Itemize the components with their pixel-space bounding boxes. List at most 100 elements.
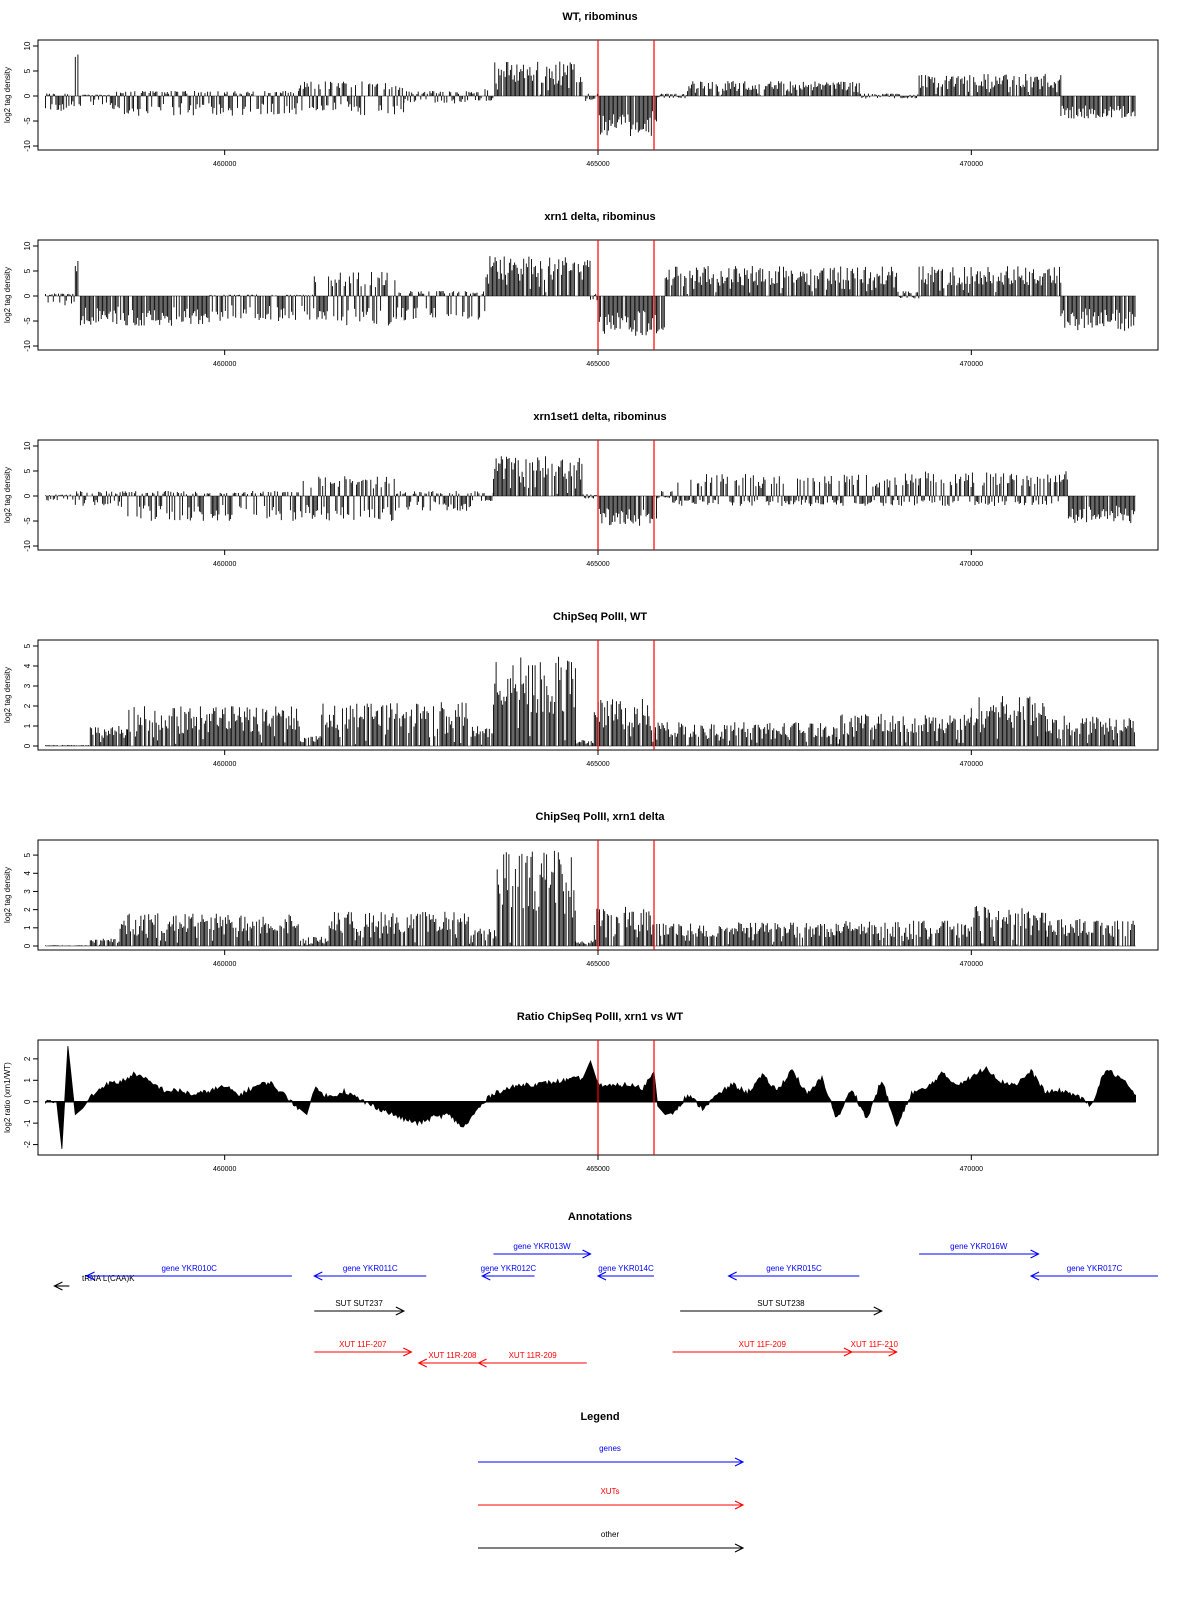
y-tick-label: 5 xyxy=(23,468,32,473)
bar-series xyxy=(45,850,1135,946)
arrow-head-icon xyxy=(727,1271,737,1281)
ratio-area xyxy=(45,1045,1136,1149)
x-tick-label: 460000 xyxy=(213,561,236,568)
y-tick-label: 2 xyxy=(23,703,32,708)
feature-label: tRNA L(CAA)K xyxy=(82,1274,135,1283)
y-tick-label: 3 xyxy=(23,683,32,688)
annotation-feature: gene YKR017C xyxy=(1029,1264,1158,1281)
y-tick-label: 0 xyxy=(23,743,32,748)
y-tick-label: 0 xyxy=(23,943,32,948)
y-tick-label: 1 xyxy=(23,925,32,930)
y-tick-label: -10 xyxy=(23,540,32,552)
arrow-head-icon xyxy=(873,1306,883,1316)
chart-title: Ratio ChipSeq PolII, xrn1 vs WT xyxy=(517,1011,684,1023)
y-tick-label: 2 xyxy=(23,907,32,912)
x-axis: 460000 465000 470000 xyxy=(213,750,983,768)
y-axis-label: log2 tag density xyxy=(3,267,12,323)
y-tick-label: 5 xyxy=(23,68,32,73)
y-tick-label: -10 xyxy=(23,340,32,352)
y-tick-label: -10 xyxy=(23,140,32,152)
x-tick-label: 470000 xyxy=(960,961,983,968)
x-tick-label: 470000 xyxy=(960,561,983,568)
legend-item-genes: genes xyxy=(478,1444,745,1467)
y-axis: 0 1 2 3 4 5 xyxy=(23,852,38,948)
feature-label: XUT 11F-210 xyxy=(851,1340,899,1349)
arrow-head-icon xyxy=(403,1347,413,1357)
feature-label: XUT 11F-209 xyxy=(739,1340,787,1349)
y-tick-label: 5 xyxy=(23,643,32,648)
y-tick-label: 5 xyxy=(23,268,32,273)
feature-label: gene YKR015C xyxy=(766,1264,822,1273)
data-bars xyxy=(45,256,1136,336)
y-tick-label: 1 xyxy=(23,1078,32,1083)
arrow-head-icon xyxy=(582,1249,592,1259)
chart-panel-1: WT, ribominus -10 -5 0 5 10 log2 tag density 46… xyxy=(3,11,1159,168)
y-tick-label: 0 xyxy=(23,493,32,498)
y-tick-label: 0 xyxy=(23,1099,32,1104)
x-tick-label: 465000 xyxy=(586,1166,609,1173)
x-axis: 460000 465000 470000 xyxy=(213,550,983,568)
annotation-feature: gene YKR010C xyxy=(85,1264,292,1281)
y-axis-label: log2 tag density xyxy=(3,467,12,523)
arrow-head-icon xyxy=(481,1271,491,1281)
y-tick-label: -2 xyxy=(23,1140,32,1148)
y-axis: -10 -5 0 5 10 xyxy=(23,241,38,352)
x-tick-label: 465000 xyxy=(586,361,609,368)
feature-label: gene YKR014C xyxy=(598,1264,654,1273)
arrow-head-icon xyxy=(417,1358,428,1368)
arrow-head-icon xyxy=(596,1271,607,1281)
y-axis-label: log2 tag density xyxy=(3,67,12,123)
plot-area xyxy=(45,456,1136,526)
y-tick-label: 4 xyxy=(23,870,32,875)
annotation-feature: gene YKR011C xyxy=(313,1264,427,1281)
legend-title: Legend xyxy=(580,1411,619,1423)
y-axis-label: log2 ratio (xrn1/WT) xyxy=(3,1062,12,1133)
feature-label: gene YKR013W xyxy=(513,1242,571,1251)
y-tick-label: 1 xyxy=(23,723,32,728)
annotation-feature: XUT 11R-209 xyxy=(477,1351,587,1368)
plot-area xyxy=(45,1045,1136,1149)
y-tick-label: -5 xyxy=(23,117,32,125)
data-bars xyxy=(45,656,1135,746)
plot-area xyxy=(45,850,1136,947)
annotation-feature: gene YKR015C xyxy=(727,1264,860,1281)
data-bars xyxy=(45,850,1135,946)
y-axis-label: log2 tag density xyxy=(3,667,12,723)
y-axis-label: log2 tag density xyxy=(3,867,12,923)
plot-area xyxy=(45,54,1136,136)
x-axis: 460000 465000 470000 xyxy=(213,950,983,968)
annotation-feature: XUT 11F-210 xyxy=(851,1340,899,1357)
data-bars xyxy=(45,54,1136,136)
chart-title: xrn1 delta, ribominus xyxy=(544,211,655,223)
y-axis: 0 1 2 3 4 5 xyxy=(23,643,38,748)
bar-series xyxy=(45,256,1136,336)
annotation-feature: SUT SUT237 xyxy=(314,1299,406,1316)
legend-panel: Legend genes XUTs other xyxy=(478,1411,745,1553)
y-axis: -10 -5 0 5 10 xyxy=(23,441,38,552)
chart-panel-2: xrn1 delta, ribominus -10 -5 0 5 10 log2 tag d… xyxy=(3,211,1159,368)
feature-label: gene YKR012C xyxy=(481,1264,537,1273)
annotation-feature: XUT 11F-209 xyxy=(672,1340,854,1357)
feature-label: gene YKR011C xyxy=(343,1264,398,1273)
arrow-head-icon xyxy=(734,1543,745,1553)
arrow-head-icon xyxy=(477,1358,487,1368)
y-tick-label: 10 xyxy=(23,241,32,250)
x-tick-label: 460000 xyxy=(213,361,236,368)
y-axis: -10 -5 0 5 10 xyxy=(23,41,38,152)
y-axis: -2 -1 0 1 2 xyxy=(23,1056,38,1148)
arrow-head-icon xyxy=(888,1347,898,1357)
arrow-head-icon xyxy=(85,1271,95,1281)
legend-label: XUTs xyxy=(600,1487,619,1496)
x-tick-label: 470000 xyxy=(960,361,983,368)
feature-label: XUT 11F-207 xyxy=(339,1340,387,1349)
feature-label: SUT SUT237 xyxy=(335,1299,383,1308)
x-tick-label: 460000 xyxy=(213,1166,236,1173)
arrow-head-icon xyxy=(53,1281,63,1291)
chart-panel-6: Ratio ChipSeq PolII, xrn1 vs WT -2 -1 0 1 2 lo… xyxy=(3,1011,1159,1173)
annotations-panel: Annotations tRNA L(CAA)K gene YKR010C gene … xyxy=(53,1211,1158,1368)
feature-label: XUT 11R-208 xyxy=(428,1351,477,1360)
annotation-feature: XUT 11F-207 xyxy=(314,1340,413,1357)
feature-label: gene YKR017C xyxy=(1067,1264,1123,1273)
y-tick-label: 0 xyxy=(23,93,32,98)
